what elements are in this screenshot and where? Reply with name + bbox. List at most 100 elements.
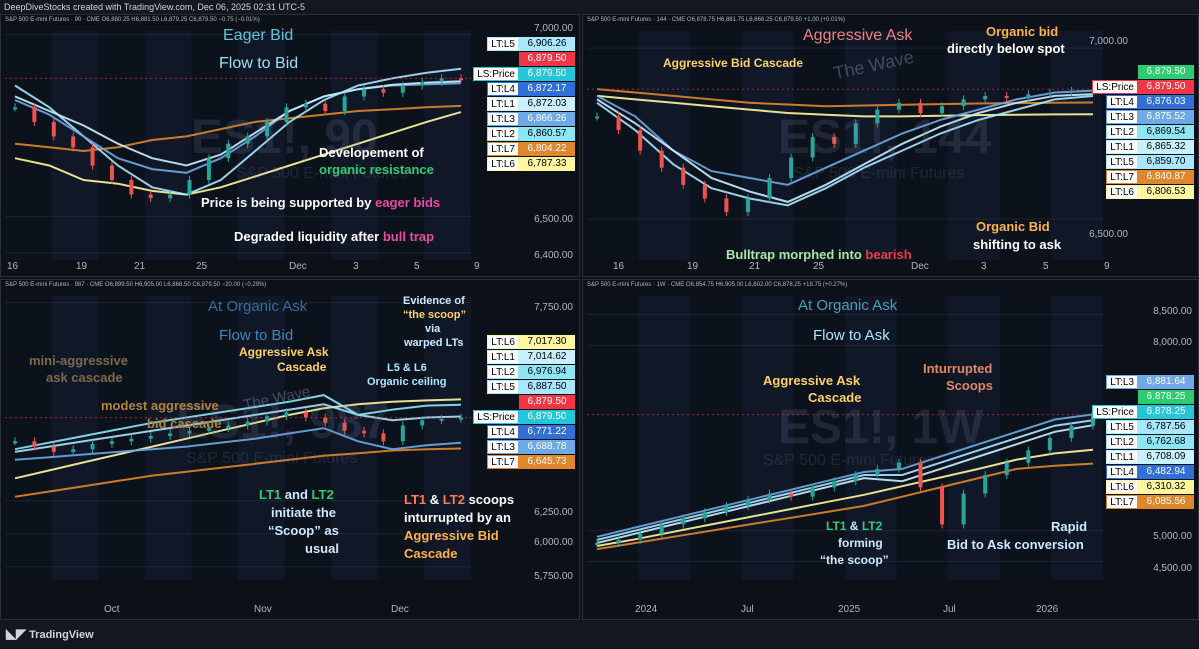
price-tag: LT:L3 6,866.26: [487, 112, 575, 126]
annotation-organic-ceiling: Organic ceiling: [367, 376, 447, 388]
price-candle: [206, 158, 211, 181]
price-candle: [109, 165, 114, 181]
price-tag-value: 6,085.56: [1138, 495, 1194, 509]
annotation-usual: usual: [305, 541, 339, 556]
annotation-warped-lts: warped LTs: [404, 337, 464, 349]
price-candle: [51, 446, 56, 452]
y-tick-label: 5,000.00: [1153, 531, 1192, 542]
price-candle: [1047, 438, 1052, 451]
price-tag: LS:Price 6,878.25: [1092, 405, 1194, 419]
price-candle: [659, 524, 664, 534]
price-tag-value: 6,879.50: [519, 67, 575, 81]
chart-panel-weekly[interactable]: S&P 500 E-mini Futures · 1W · CME O6,854…: [582, 279, 1199, 620]
price-tag-value: 6,310.32: [1138, 480, 1194, 494]
x-tick-label: 21: [134, 261, 146, 272]
annotation-organic-resistance: organic resistance: [319, 162, 434, 177]
price-candle: [32, 441, 37, 447]
price-tag: LT:L4 6,876.03: [1106, 95, 1194, 109]
price-tag-value: 6,869.54: [1138, 125, 1194, 139]
session-band: [793, 31, 845, 260]
x-tick-label: Dec: [289, 261, 307, 272]
price-tag-value: 6,879.50: [519, 52, 575, 66]
price-tag-label: LS:Price: [473, 67, 519, 81]
annotation-flow-to-ask: Flow to Ask: [813, 327, 890, 344]
annotation-the-scoop: “the scoop”: [403, 309, 466, 321]
series-line-l5: [596, 419, 1094, 541]
session-band: [741, 296, 794, 580]
series-line-l5: [14, 403, 462, 453]
session-band: [793, 296, 845, 580]
symbol-watermark-sub: S&P 500 E-mini Futures: [763, 452, 935, 469]
price-tag-value: 6,787.56: [1138, 420, 1194, 434]
price-candle: [323, 417, 328, 423]
series-line-l6: [14, 111, 462, 196]
y-tick-label: 6,500.00: [534, 214, 573, 225]
price-candle: [745, 499, 750, 506]
annotation-via: via: [425, 323, 441, 335]
series-line-l7: [596, 88, 1094, 108]
price-tag-label: LT:L7: [1106, 170, 1138, 184]
price-candle: [129, 180, 134, 195]
price-tag-value: 6,787.33: [519, 157, 575, 171]
price-tag: LT:L6 6,787.33: [487, 157, 575, 171]
price-tag: 6,878.25: [1132, 390, 1194, 404]
x-tick-label: 25: [196, 261, 208, 272]
price-tag: LT:L5 6,887.50: [487, 380, 575, 394]
price-tag-value: 6,804.22: [519, 142, 575, 156]
price-tag: 6,879.50: [513, 52, 575, 66]
price-tag-label: LT:L1: [487, 350, 519, 364]
price-candle: [90, 147, 95, 166]
annotation-modest-aggressive: modest aggressive: [101, 398, 219, 413]
chart-panel-90min[interactable]: S&P 500 E-mini Futures · 90 · CME O6,880…: [0, 14, 580, 277]
annotation-bulltrap: Bulltrap morphed into bearish: [726, 247, 912, 263]
annotation-text: LT1: [826, 519, 847, 533]
chart-panel-987min[interactable]: S&P 500 E-mini Futures · 987 · CME O6,89…: [0, 279, 580, 620]
x-tick-label: 16: [613, 261, 625, 272]
annotation-text: LT1: [259, 487, 282, 502]
price-candle: [168, 433, 173, 437]
price-tag-value: 6,879.50: [519, 395, 575, 409]
y-tick-label: 6,500.00: [1089, 229, 1128, 240]
price-candle: [724, 505, 729, 513]
price-tag-label: LT:L3: [487, 112, 519, 126]
price-candle: [439, 418, 444, 421]
session-band: [191, 296, 238, 580]
x-tick-label: 2025: [838, 604, 861, 615]
price-tag-label: LT:L3: [1106, 110, 1138, 124]
x-tick-label: Jul: [741, 604, 754, 615]
price-tag: LT:L1 7,014.62: [487, 350, 575, 364]
price-candle: [459, 78, 463, 81]
price-candle: [638, 130, 643, 151]
annotation-development: Developement of: [319, 145, 424, 160]
session-band: [845, 31, 897, 260]
price-candle: [381, 89, 386, 93]
session-band: [999, 296, 1052, 580]
price-candle: [71, 449, 76, 452]
price-candle: [983, 95, 988, 100]
price-candle: [13, 441, 17, 444]
price-tag-label: LT:L1: [1106, 450, 1138, 464]
series-header: S&P 500 E-mini Futures · 1W · CME O6,854…: [587, 282, 848, 288]
price-candle: [168, 194, 173, 199]
annotation-at-organic-ask: At Organic Ask: [798, 297, 898, 314]
price-tag: LT:L6 6,310.32: [1106, 480, 1194, 494]
price-tag-label: LT:L6: [487, 157, 519, 171]
price-tag: LT:L1 6,708.09: [1106, 450, 1194, 464]
x-tick-label: 2024: [635, 604, 658, 615]
x-tick-label: 9: [474, 261, 480, 272]
price-candle: [400, 85, 405, 93]
annotation-highlight: bearish: [865, 247, 912, 262]
price-candle: [51, 121, 56, 137]
price-candle: [303, 412, 308, 418]
annotation-ask-cascade: ask cascade: [46, 370, 123, 385]
annotation-lt1-lt2-forming: LT1 & LT2: [826, 519, 882, 534]
price-candle: [206, 428, 211, 431]
session-band: [948, 31, 1000, 260]
price-tag-label: LS:Price: [1092, 405, 1138, 419]
symbol-watermark-sub: S&P 500 E-mini Futures: [793, 165, 965, 182]
series-line-l1: [596, 424, 1094, 544]
price-tag-label: LT:L3: [487, 440, 519, 454]
chart-panel-144min[interactable]: S&P 500 E-mini Futures · 144 · CME O6,87…: [582, 14, 1199, 277]
session-band: [377, 31, 425, 260]
series-line-l1: [14, 80, 462, 167]
